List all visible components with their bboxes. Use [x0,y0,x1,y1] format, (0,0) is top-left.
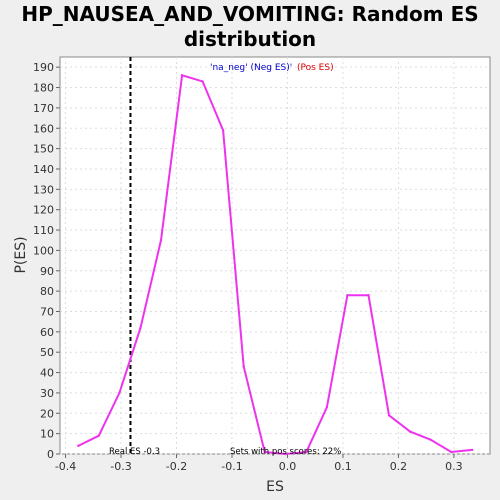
chart-title-line-2: distribution [183,27,317,51]
pos-scores-annotation: Sets with pos scores: 22% [230,447,341,457]
series-line [77,74,473,456]
data-point [284,452,287,456]
y-tick-label: 80 [40,285,54,298]
data-point [180,74,184,77]
y-tick-label: 0 [47,448,54,461]
y-tick-label: 150 [33,143,54,156]
chart-title-line-1: HP_NAUSEA_AND_VOMITING: Random ES [21,2,479,26]
y-tick-label: 10 [40,428,54,441]
data-point [77,444,80,448]
data-point [159,239,163,242]
y-tick-label: 110 [33,224,54,237]
axis-layer: 0 10 20 30 40 50 60 70 80 90 100 110 120 130 140 150 160… [33,61,463,473]
x-tick-label: 0.1 [334,460,352,473]
y-tick-label: 20 [40,407,54,420]
y-tick-label: 180 [33,82,54,95]
x-tick-label: 0.3 [445,460,463,473]
x-tick-label: 0.0 [279,460,297,473]
data-point [449,450,453,454]
x-axis-label: ES [266,479,284,495]
chart-title: HP_NAUSEA_AND_VOMITING: Random ES distri… [0,2,500,52]
data-point [346,294,349,297]
y-tick-label: 120 [33,204,54,217]
y-tick-label: 30 [40,387,54,400]
y-tick-label: 140 [33,163,54,176]
data-point [471,448,474,452]
y-tick-label: 160 [33,122,54,135]
data-point [201,80,204,83]
y-tick-label: 50 [40,346,54,359]
y-tick-label: 90 [40,265,54,278]
series-layer [77,57,474,456]
x-tick-label: -0.3 [110,460,131,473]
legend-pos-label: (Pos ES) [297,63,334,73]
data-point [429,438,432,441]
data-point [221,129,225,132]
y-tick-label: 40 [40,367,54,380]
x-tick-label: -0.2 [166,460,187,473]
data-point [325,405,329,409]
grid-lines [60,57,490,455]
x-tick-label: -0.1 [221,460,242,473]
y-tick-label: 70 [40,305,54,318]
data-point [118,391,121,395]
y-tick-label: 100 [33,244,54,257]
x-tick-label: 0.2 [390,460,408,473]
data-point [263,450,266,454]
y-tick-label: 190 [33,61,54,74]
y-axis-label: P(ES) [13,236,29,273]
real-es-label: Real ES -0.3 [109,447,160,457]
data-point [305,450,308,454]
data-point [97,434,101,437]
data-point [242,365,245,368]
y-tick-label: 170 [33,102,54,115]
y-tick-label: 60 [40,326,54,339]
y-tick-label: 130 [33,183,54,196]
plot-area [59,56,491,455]
data-point [367,294,370,297]
x-tick-label: -0.4 [55,460,76,473]
data-point [139,326,142,329]
data-point [408,430,412,433]
legend-neg-label: 'na_neg' (Neg ES)' [210,63,292,73]
data-point [387,414,391,417]
